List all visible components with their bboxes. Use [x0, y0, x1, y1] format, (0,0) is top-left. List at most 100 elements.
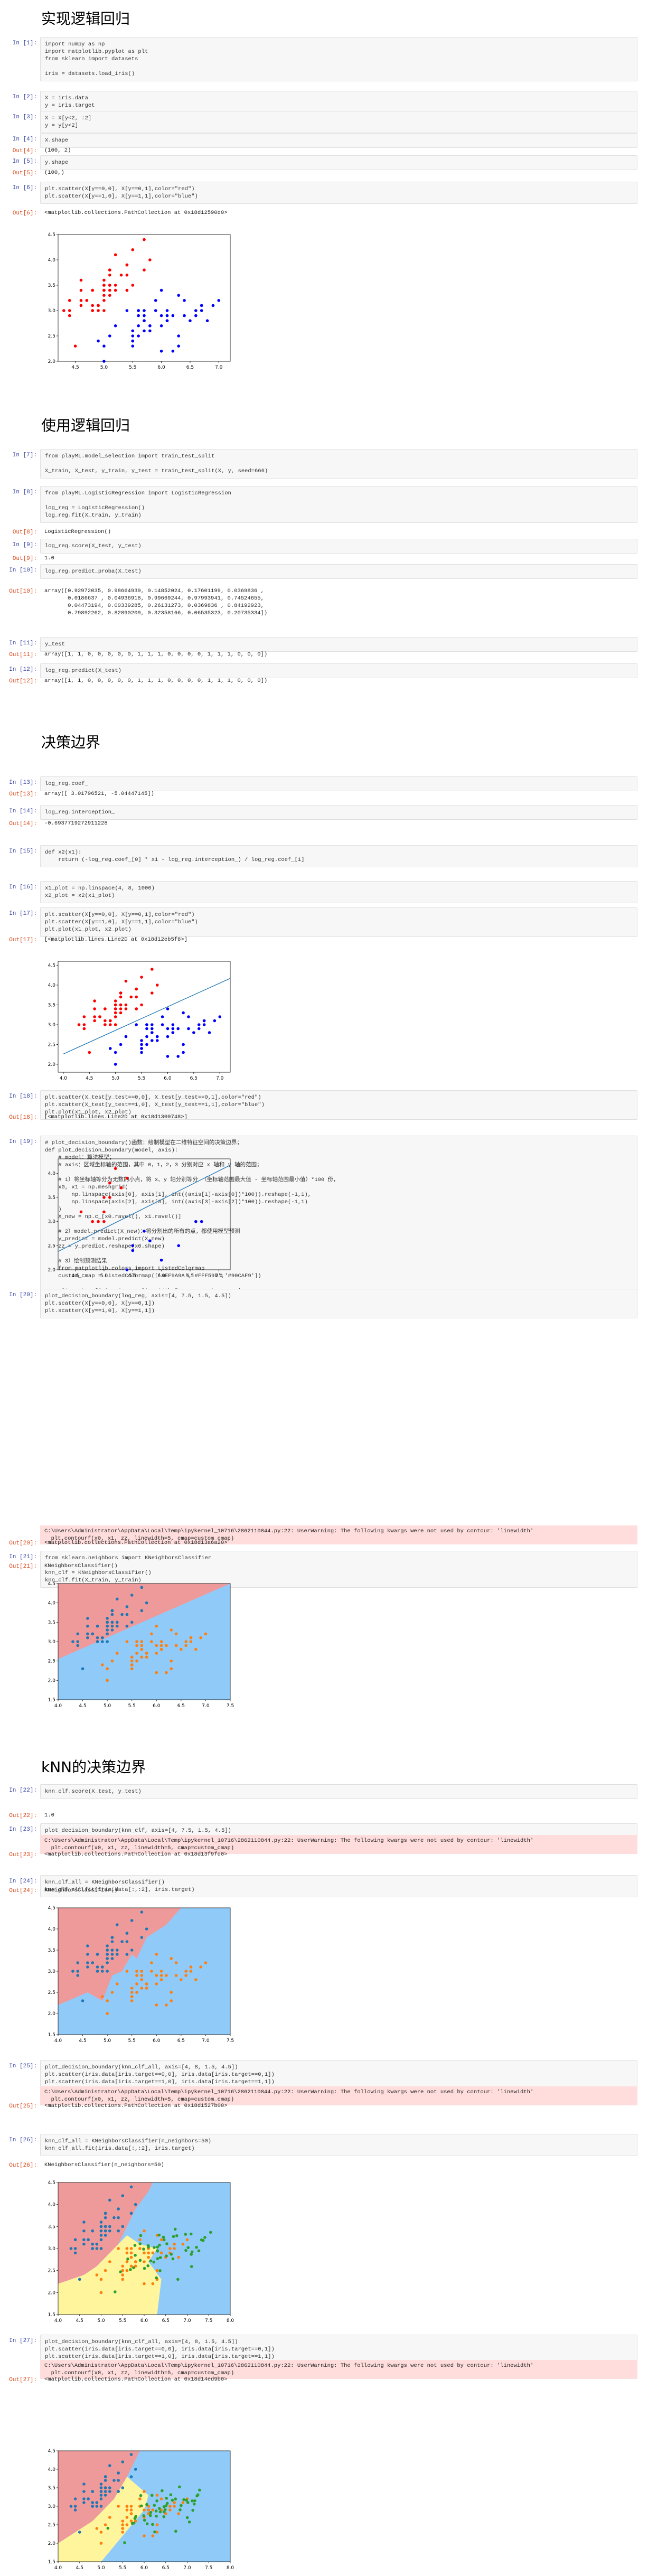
- data-point: [106, 1953, 109, 1956]
- data-point: [147, 2512, 150, 2515]
- data-point: [73, 2508, 77, 2512]
- stderr-output: C:\Users\Administrator\AppData\Local\Tem…: [40, 2086, 637, 2105]
- code-input[interactable]: plt.scatter(X[y==0,0], X[y==0,1],color="…: [40, 182, 637, 204]
- data-point: [170, 1628, 173, 1632]
- code-input[interactable]: plt.scatter(X[y==0,0], X[y==0,1],color="…: [40, 907, 637, 937]
- data-point: [140, 1640, 144, 1643]
- data-point: [91, 2490, 94, 2493]
- data-point: [95, 2242, 99, 2246]
- input-prompt: In [25]:: [9, 2063, 37, 2069]
- data-point: [86, 1953, 89, 1956]
- data-point: [114, 324, 117, 327]
- data-point: [82, 2490, 86, 2493]
- code-input[interactable]: knn_clf_all = KNeighborsClassifier(n_nei…: [40, 2134, 637, 2156]
- y-tick-label: 4.5: [48, 2180, 55, 2186]
- data-point: [81, 1999, 84, 2002]
- y-tick-label: 2.0: [48, 1268, 56, 1273]
- data-point: [114, 1051, 117, 1054]
- cell-output: <matplotlib.collections.PathCollection a…: [44, 1851, 228, 1858]
- code-input[interactable]: log_reg.interception_: [40, 805, 637, 820]
- code-input[interactable]: X = X[y<2, :2] y = y[y<2]: [40, 111, 637, 133]
- y-tick-label: 4.0: [48, 1601, 56, 1606]
- data-point: [99, 2531, 103, 2534]
- data-point: [95, 2273, 99, 2277]
- data-point: [147, 2255, 150, 2259]
- code-input[interactable]: log_reg.coef_: [40, 776, 637, 791]
- cell-output: KNeighborsClassifier(n_neighbors=50): [44, 2162, 164, 2168]
- data-point: [211, 304, 215, 307]
- data-point: [159, 1647, 163, 1651]
- code-input[interactable]: x1_plot = np.linspace(4, 8, 1000) x2_plo…: [40, 881, 637, 903]
- data-point: [106, 1667, 109, 1671]
- x-tick-label: 7.5: [227, 2038, 234, 2044]
- code-input[interactable]: def x2(x1): return (-log_reg.coef_[0] * …: [40, 845, 637, 867]
- data-point: [158, 2507, 161, 2510]
- data-point: [171, 2257, 175, 2261]
- data-point: [108, 1181, 111, 1185]
- data-point: [114, 284, 117, 287]
- data-point: [155, 1624, 158, 1628]
- data-point: [133, 2244, 137, 2247]
- data-point: [73, 2238, 77, 2242]
- data-point: [145, 2503, 148, 2506]
- code-input[interactable]: plt.scatter(X_test[y_test==0,0], X_test[…: [40, 1090, 637, 1120]
- data-point: [117, 2216, 120, 2219]
- code-input[interactable]: knn_clf.score(X_test, y_test): [40, 1784, 637, 1799]
- y-tick-label: 3.5: [48, 1003, 55, 1008]
- data-point: [71, 1640, 74, 1643]
- code-input[interactable]: y.shape: [40, 155, 637, 170]
- data-point: [68, 309, 71, 312]
- data-point: [79, 299, 83, 302]
- data-point: [195, 2245, 198, 2249]
- code-input[interactable]: log_reg.score(X_test, y_test): [40, 539, 637, 554]
- data-point: [129, 2505, 133, 2508]
- code-input[interactable]: # plot_decision_boundary()函数：绘制模型在二维特征空间…: [40, 1136, 637, 1298]
- data-point: [184, 2233, 187, 2236]
- data-point: [145, 2522, 149, 2525]
- code-input[interactable]: y_test: [40, 637, 637, 652]
- data-point: [120, 1613, 124, 1616]
- data-point: [143, 314, 146, 317]
- code-input[interactable]: from playML.LogisticRegression import Lo…: [40, 486, 637, 523]
- data-point: [117, 2229, 120, 2233]
- data-point: [194, 1220, 198, 1223]
- data-point: [129, 2268, 132, 2271]
- data-point: [140, 1655, 144, 1659]
- data-point: [81, 1667, 84, 1671]
- data-point: [99, 2494, 103, 2497]
- data-point: [102, 299, 106, 302]
- code-input[interactable]: log_reg.predict_proba(X_test): [40, 564, 637, 579]
- data-point: [86, 1961, 89, 1964]
- data-point: [108, 2490, 111, 2493]
- cell-output: array([0.92972035, 0.98664939, 0.1485202…: [44, 588, 268, 616]
- code-input[interactable]: X = iris.data y = iris.target: [40, 91, 637, 113]
- output-prompt: Out[17]:: [9, 937, 37, 943]
- input-prompt: In [14]:: [9, 808, 37, 814]
- data-point: [106, 1961, 109, 1964]
- data-point: [189, 1965, 193, 1969]
- code-input[interactable]: knn_clf_all = KNeighborsClassifier() knn…: [40, 1875, 637, 1897]
- code-input[interactable]: import numpy as np import matplotlib.pyp…: [40, 37, 637, 81]
- input-prompt: In [2]:: [12, 94, 37, 100]
- code-input[interactable]: X.shape: [40, 133, 637, 148]
- output-prompt: Out[22]:: [9, 1813, 37, 1819]
- code-input[interactable]: plot_decision_boundary(log_reg, axis=[4,…: [40, 1289, 637, 1318]
- data-point: [131, 1249, 135, 1252]
- axes-frame: [58, 961, 231, 1073]
- data-point: [79, 288, 83, 292]
- data-point: [161, 1023, 164, 1026]
- x-tick-label: 5.5: [119, 2565, 126, 2571]
- data-point: [119, 1186, 123, 1189]
- data-point: [200, 1220, 203, 1223]
- data-point: [194, 1647, 198, 1651]
- data-point: [143, 1230, 146, 1233]
- data-point: [131, 284, 135, 287]
- code-input[interactable]: from playML.model_selection import train…: [40, 449, 637, 479]
- x-tick-label: 6.0: [157, 1273, 165, 1279]
- data-point: [87, 2497, 90, 2500]
- data-point: [171, 350, 175, 353]
- data-point: [91, 1220, 94, 1223]
- code-input[interactable]: from sklearn.neighbors import KNeighbors…: [40, 1551, 637, 1588]
- data-point: [131, 248, 135, 251]
- code-input[interactable]: log_reg.predict(X_test): [40, 663, 637, 678]
